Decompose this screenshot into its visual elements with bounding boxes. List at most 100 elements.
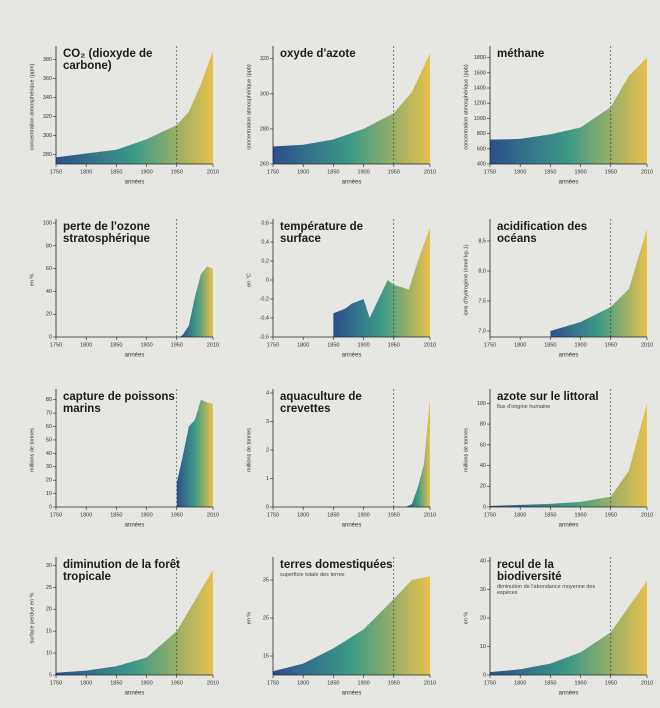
x-axis-label: années <box>559 691 579 697</box>
x-tick-label: 1900 <box>140 680 152 686</box>
y-tick-label: 50 <box>46 437 52 443</box>
area <box>273 53 430 164</box>
x-tick-label: 1750 <box>50 680 62 686</box>
y-tick-label: 60 <box>480 442 486 448</box>
x-tick-label: 1750 <box>50 169 62 175</box>
y-tick-label: 40 <box>480 463 486 469</box>
x-tick-label: 1900 <box>357 342 369 348</box>
area <box>333 227 430 337</box>
x-tick-label: 1900 <box>574 512 586 518</box>
y-tick-label: 300 <box>43 133 52 139</box>
y-tick-label: 40 <box>46 289 52 295</box>
x-tick-label: 1900 <box>140 512 152 518</box>
x-tick-label: 1900 <box>140 342 152 348</box>
x-tick-label: 1750 <box>484 169 496 175</box>
x-tick-label: 1950 <box>171 680 183 686</box>
y-tick-label: 0 <box>266 504 269 510</box>
y-tick-label: 340 <box>43 95 52 101</box>
y-tick-label: 10 <box>480 644 486 650</box>
x-tick-label: 1850 <box>327 512 339 518</box>
y-tick-label: 15 <box>263 653 269 659</box>
x-tick-label: 1800 <box>297 169 309 175</box>
area <box>176 399 213 507</box>
area <box>550 229 647 337</box>
x-axis-label: années <box>342 691 362 697</box>
y-tick-label: 5 <box>49 672 52 678</box>
title-block: température de surface <box>280 221 398 245</box>
y-tick-label: 10 <box>46 491 52 497</box>
x-axis-label: années <box>559 523 579 529</box>
chart-title: azote sur le littoral <box>497 391 599 403</box>
x-tick-label: 1950 <box>605 169 617 175</box>
x-tick-label: 1950 <box>605 342 617 348</box>
x-tick-label: 1850 <box>544 680 556 686</box>
y-tick-label: 1200 <box>474 101 486 107</box>
y-tick-label: 70 <box>46 411 52 417</box>
y-axis-label: concentration atmosphérique (ppm) <box>29 63 35 150</box>
x-tick-label: 1800 <box>297 512 309 518</box>
title-block: aquaculture de crevettes <box>280 391 398 415</box>
y-tick-label: 0,6 <box>261 220 269 226</box>
x-tick-label: 2010 <box>207 169 219 175</box>
title-box: terres domestiquées superficie totale des… <box>280 559 398 578</box>
area <box>56 50 213 165</box>
area <box>273 576 430 675</box>
chart-title: perte de l'ozone stratosphérique <box>63 221 151 245</box>
y-tick-label: -0,4 <box>260 315 269 321</box>
y-tick-label: 40 <box>480 558 486 564</box>
x-tick-label: 1800 <box>297 342 309 348</box>
y-tick-label: 20 <box>480 615 486 621</box>
x-tick-label: 1750 <box>484 342 496 348</box>
x-axis-label: années <box>559 353 579 359</box>
x-axis-label: années <box>342 353 362 359</box>
title-box: azote sur le littoral flux d'origine huma… <box>497 391 615 410</box>
y-tick-label: 25 <box>263 615 269 621</box>
area <box>490 403 647 507</box>
y-tick-label: 3 <box>266 419 269 425</box>
chart-title: acidification des océans <box>497 221 588 245</box>
chart-title: recul de la biodiversité <box>497 559 562 583</box>
y-tick-label: 0 <box>49 334 52 340</box>
y-tick-label: 30 <box>480 587 486 593</box>
x-tick-label: 1850 <box>110 680 122 686</box>
title-box: température de surface <box>280 221 398 245</box>
y-tick-label: 60 <box>46 424 52 430</box>
title-box: aquaculture de crevettes <box>280 391 398 415</box>
x-tick-label: 1850 <box>327 342 339 348</box>
title-box: capture de poissons marins <box>63 391 181 415</box>
y-tick-label: 1400 <box>474 85 486 91</box>
area <box>490 57 647 164</box>
x-axis-label: années <box>125 353 145 359</box>
y-tick-label: 80 <box>46 397 52 403</box>
y-axis-label: en % <box>246 612 252 625</box>
x-tick-label: 1750 <box>484 680 496 686</box>
y-tick-label: 30 <box>46 464 52 470</box>
x-tick-label: 1850 <box>544 169 556 175</box>
y-axis-label: millions de tonnes <box>463 428 469 472</box>
x-tick-label: 1850 <box>544 512 556 518</box>
x-tick-label: 1850 <box>110 169 122 175</box>
x-tick-label: 1900 <box>574 680 586 686</box>
y-tick-label: 40 <box>46 451 52 457</box>
y-axis-label: concentration atmosphérique (ppb) <box>463 64 469 149</box>
chart-title: capture de poissons marins <box>63 391 175 415</box>
x-axis-label: années <box>342 180 362 186</box>
x-tick-label: 1950 <box>388 680 400 686</box>
x-tick-label: 1750 <box>267 342 279 348</box>
area <box>490 580 647 675</box>
x-tick-label: 1950 <box>171 342 183 348</box>
y-tick-label: 60 <box>46 266 52 272</box>
y-tick-label: 80 <box>480 422 486 428</box>
chart-title: oxyde d'azote <box>280 48 356 60</box>
y-axis-label: millions de tonnes <box>246 428 252 472</box>
y-tick-label: 20 <box>46 478 52 484</box>
x-tick-label: 2010 <box>641 342 653 348</box>
x-tick-label: 1850 <box>544 342 556 348</box>
area <box>405 398 430 507</box>
x-tick-label: 1750 <box>50 512 62 518</box>
y-tick-label: 7,0 <box>478 328 486 334</box>
x-axis-label: années <box>125 180 145 186</box>
